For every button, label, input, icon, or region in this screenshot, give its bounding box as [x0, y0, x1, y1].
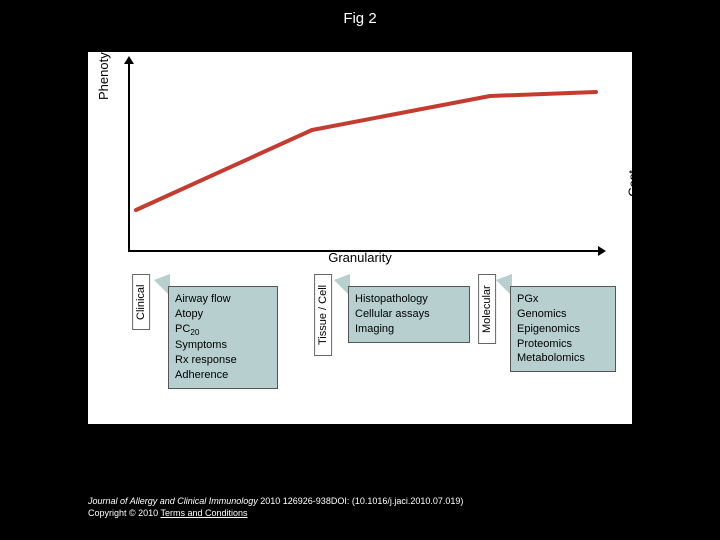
callout-molecular: PGx Genomics Epigenomics Proteomics Meta…: [510, 286, 616, 372]
citation-text: 2010 126926-938DOI: (10.1016/j.jaci.2010…: [258, 496, 464, 506]
copyright-line: Copyright © 2010 Terms and Conditions: [88, 507, 463, 520]
category-label-clinical: Clinical: [132, 274, 150, 330]
page-root: Fig 2 Phenotypic Fidelity Cost Granulari…: [0, 0, 720, 540]
plot-area: [128, 62, 602, 250]
x-axis-label: Granularity: [88, 250, 632, 265]
list-item: Histopathology: [355, 292, 463, 307]
list-item: Genomics: [517, 307, 609, 322]
list-item: Atopy: [175, 307, 271, 322]
category-label-molecular: Molecular: [478, 274, 496, 344]
list-item: Metabolomics: [517, 351, 609, 366]
figure-panel: Phenotypic Fidelity Cost Granularity Cli…: [88, 52, 632, 424]
list-item: PGx: [517, 292, 609, 307]
list-item: PC20: [175, 322, 271, 338]
journal-name: Journal of Allergy and Clinical Immunolo…: [88, 496, 258, 506]
citation-line: Journal of Allergy and Clinical Immunolo…: [88, 495, 463, 508]
line-chart: [128, 62, 602, 250]
copyright-text: Copyright © 2010: [88, 508, 161, 518]
list-item: Cellular assays: [355, 307, 463, 322]
category-label-tissue: Tissue / Cell: [314, 274, 332, 356]
footer: Journal of Allergy and Clinical Immunolo…: [88, 495, 463, 520]
terms-link[interactable]: Terms and Conditions: [161, 508, 248, 518]
list-item: Proteomics: [517, 337, 609, 352]
list-item: Imaging: [355, 322, 463, 337]
list-item: Airway flow: [175, 292, 271, 307]
callout-tissue: Histopathology Cellular assays Imaging: [348, 286, 470, 343]
list-item: Symptoms: [175, 338, 271, 353]
callout-clinical: Airway flow Atopy PC20 Symptoms Rx respo…: [168, 286, 278, 389]
list-item: Rx response: [175, 353, 271, 368]
y-axis-label-right: Cost: [626, 170, 641, 197]
list-item: Adherence: [175, 368, 271, 383]
y-axis-label-left: Phenotypic Fidelity: [96, 0, 111, 100]
list-item: Epigenomics: [517, 322, 609, 337]
